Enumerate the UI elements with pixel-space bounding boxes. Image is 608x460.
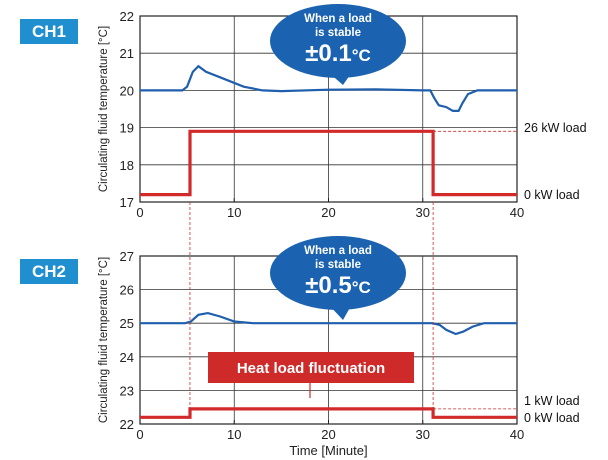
y-tick-label: 19 bbox=[120, 121, 134, 136]
load-line bbox=[140, 129, 517, 197]
y-tick-label: 22 bbox=[120, 9, 134, 24]
load-low-label: 0 kW load bbox=[524, 188, 580, 202]
y-tick-label: 27 bbox=[120, 249, 134, 264]
callout-value: ±0.5°C bbox=[305, 272, 371, 299]
y-axis-label: Circulating fluid temperature [°C] bbox=[98, 257, 110, 423]
y-axis-label: Circulating fluid temperature [°C] bbox=[98, 26, 110, 192]
callout-text-line1: When a load bbox=[304, 13, 372, 25]
y-tick-label: 18 bbox=[120, 158, 134, 173]
callout-value-number: ±0.5 bbox=[305, 272, 352, 299]
ch2-label: CH2 bbox=[20, 259, 78, 284]
callout-value-number: ±0.1 bbox=[305, 40, 352, 67]
callout-value-unit: °C bbox=[352, 278, 371, 297]
x-tick-label: 10 bbox=[227, 205, 241, 220]
callout-text-line1: When a load bbox=[304, 245, 372, 257]
y-tick-label: 21 bbox=[120, 46, 134, 61]
y-tick-label: 20 bbox=[120, 83, 134, 98]
load-line bbox=[140, 407, 517, 419]
load-box-label: Heat load fluctuation bbox=[237, 360, 385, 377]
x-tick-label: 0 bbox=[136, 205, 143, 220]
load-high-label: 26 kW load bbox=[524, 121, 587, 135]
callout-value-unit: °C bbox=[352, 46, 371, 65]
x-tick-label: 30 bbox=[416, 427, 430, 442]
y-tick-label: 25 bbox=[120, 316, 134, 331]
x-tick-label: 40 bbox=[510, 427, 524, 442]
callout-value: ±0.1°C bbox=[305, 40, 371, 67]
x-axis-label: Time [Minute] bbox=[289, 443, 367, 458]
callout-text-line2: is stable bbox=[315, 27, 361, 39]
y-tick-label: 17 bbox=[120, 195, 134, 210]
load-low-label: 0 kW load bbox=[524, 411, 580, 425]
x-tick-label: 40 bbox=[510, 205, 524, 220]
callout-bubble bbox=[270, 4, 406, 78]
ch1-label: CH1 bbox=[20, 19, 78, 44]
temperature-line bbox=[140, 64, 517, 113]
load-high-label: 1 kW load bbox=[524, 394, 580, 408]
y-tick-label: 22 bbox=[120, 417, 134, 432]
x-tick-label: 20 bbox=[321, 205, 335, 220]
callout-bubble bbox=[270, 236, 406, 310]
x-tick-label: 10 bbox=[227, 427, 241, 442]
x-tick-label: 0 bbox=[136, 427, 143, 442]
x-tick-label: 30 bbox=[416, 205, 430, 220]
load-box bbox=[208, 352, 414, 383]
y-tick-label: 24 bbox=[120, 350, 134, 365]
temperature-line bbox=[140, 311, 517, 336]
x-tick-label: 20 bbox=[321, 427, 335, 442]
y-tick-label: 26 bbox=[120, 283, 134, 298]
y-tick-label: 23 bbox=[120, 383, 134, 398]
callout-text-line2: is stable bbox=[315, 259, 361, 271]
